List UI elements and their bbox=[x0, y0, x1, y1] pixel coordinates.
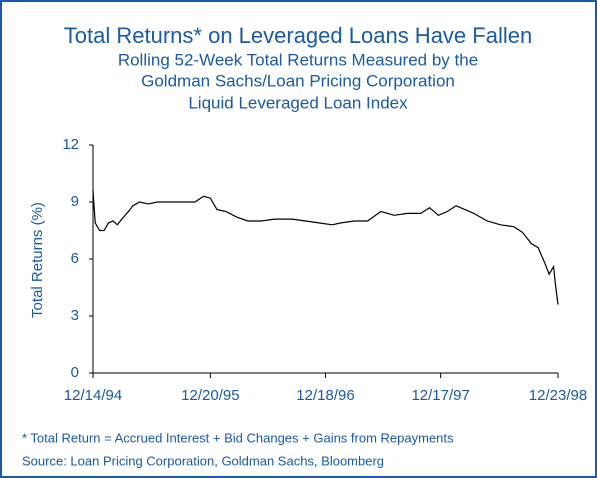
y-tick-label: 0 bbox=[71, 364, 79, 381]
y-tick-label: 3 bbox=[71, 307, 79, 324]
y-tick-label: 6 bbox=[71, 250, 79, 267]
x-tick-label: 12/23/98 bbox=[529, 387, 587, 404]
subtitle: Liquid Leveraged Loan Index bbox=[188, 93, 408, 112]
x-tick-label: 12/14/94 bbox=[64, 387, 122, 404]
y-tick-label: 12 bbox=[62, 136, 79, 153]
y-axis-label: Total Returns (%) bbox=[29, 202, 46, 318]
source-note: Source: Loan Pricing Corporation, Goldma… bbox=[22, 453, 384, 468]
x-tick-label: 12/18/96 bbox=[296, 387, 354, 404]
y-tick-label: 9 bbox=[71, 193, 79, 210]
footnote: * Total Return = Accrued Interest + Bid … bbox=[22, 430, 454, 445]
data-line bbox=[92, 190, 559, 305]
subtitle: Goldman Sachs/Loan Pricing Corporation bbox=[141, 71, 455, 90]
chart-title: Total Returns* on Leveraged Loans Have F… bbox=[64, 23, 532, 48]
subtitle: Rolling 52-Week Total Returns Measured b… bbox=[118, 50, 478, 69]
x-tick-label: 12/17/97 bbox=[411, 387, 469, 404]
x-tick-label: 12/20/95 bbox=[181, 387, 239, 404]
